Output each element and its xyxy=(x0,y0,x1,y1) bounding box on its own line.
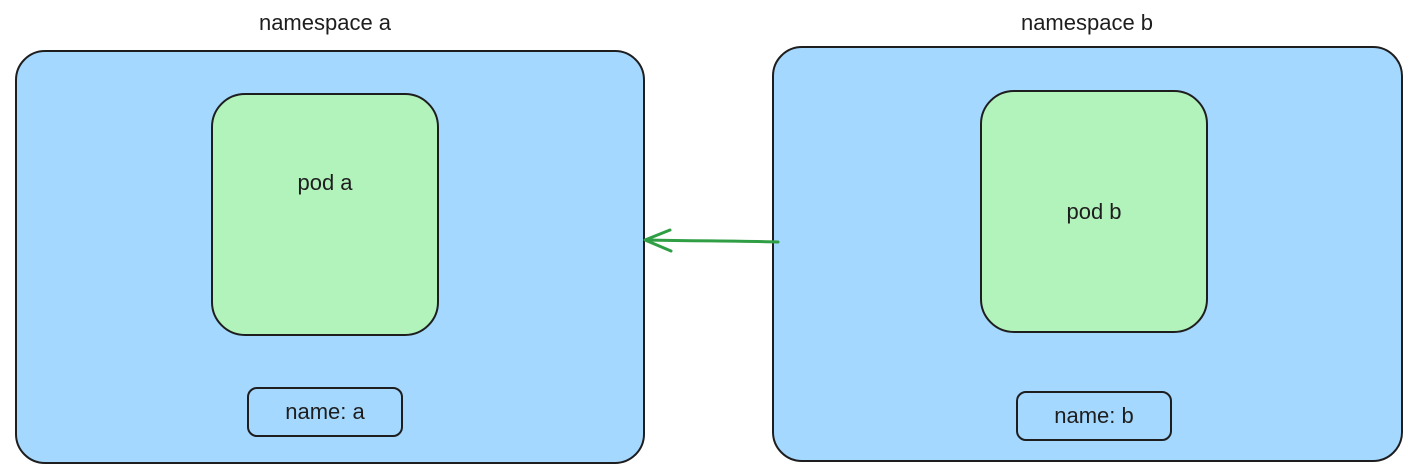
namespace-a-name-text: name: a xyxy=(285,399,365,424)
namespace-a-title: namespace a xyxy=(258,10,392,35)
namespace-b-name-label[interactable]: name: b xyxy=(1016,391,1172,441)
pod-b-box[interactable]: pod b xyxy=(980,90,1208,333)
namespace-a-name-label[interactable]: name: a xyxy=(247,387,403,437)
pod-b-label: pod b xyxy=(1066,198,1122,224)
namespace-b-box[interactable]: pod b name: b xyxy=(772,46,1403,462)
namespace-a-box[interactable]: pod a name: a xyxy=(15,50,645,464)
arrow-shape xyxy=(643,228,780,253)
namespace-b-title: namespace b xyxy=(1020,10,1154,35)
pod-a-label: pod a xyxy=(297,169,353,195)
arrow-head xyxy=(643,228,673,253)
arrow-shaft xyxy=(644,238,780,244)
pod-a-box[interactable]: pod a xyxy=(211,93,439,336)
namespace-b-name-text: name: b xyxy=(1054,403,1134,428)
